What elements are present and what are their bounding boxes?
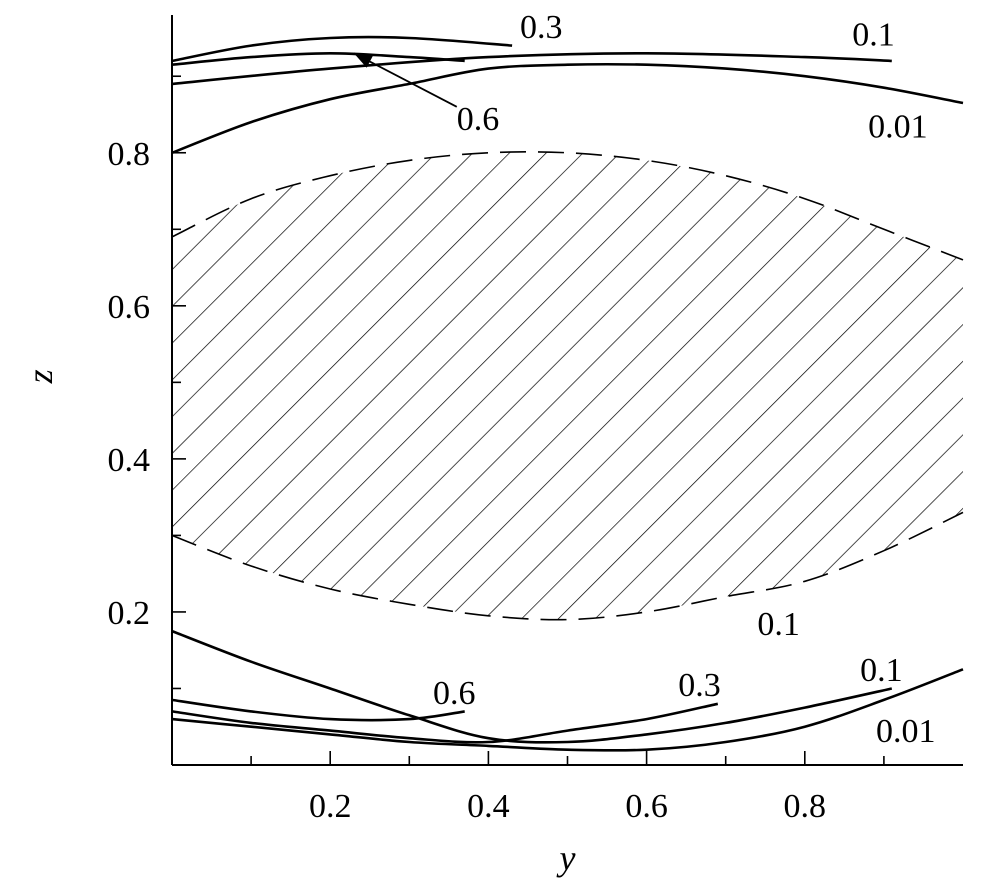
series-line-1 — [171, 51, 465, 66]
x-axis-title: y — [557, 838, 576, 878]
series-label-3: 0.01 — [868, 108, 928, 145]
label-layer: 0.1 0.3 0.6 0.1 0.01 0.6 0.3 0.1 0.01 0.2 0.4 0.6 0.… — [20, 9, 935, 878]
y-axis-title: z — [20, 369, 60, 384]
series-line-5 — [171, 702, 719, 744]
series-label-7: 0.01 — [876, 713, 936, 750]
series-label-2: 0.1 — [852, 17, 895, 54]
y-tick-label: 0.8 — [108, 136, 151, 173]
hatched-region-upper-boundary — [171, 151, 964, 261]
curve-layer — [171, 35, 964, 752]
series-line-7 — [171, 668, 964, 752]
annotation-arrow-head-0 — [353, 53, 374, 68]
series-label-0: 0.3 — [520, 9, 563, 46]
hatched-region-layer — [171, 151, 964, 621]
series-label-4: 0.6 — [433, 675, 476, 712]
series-line-2 — [171, 51, 892, 86]
annotation-arrow-line-0 — [353, 52, 458, 108]
series-line-4 — [171, 698, 465, 722]
series-line-3 — [171, 62, 964, 155]
hatched-region-fill — [172, 151, 963, 620]
x-tick-label: 0.6 — [625, 788, 668, 825]
series-line-0 — [171, 35, 513, 63]
series-label-1: 0.6 — [457, 101, 500, 138]
y-tick-label: 0.2 — [108, 595, 151, 632]
series-label-5: 0.3 — [678, 667, 721, 704]
y-tick-label: 0.4 — [108, 442, 151, 479]
x-tick-label: 0.8 — [784, 788, 827, 825]
hatched-region-lower-boundary — [171, 511, 964, 621]
axis-layer — [171, 15, 963, 766]
series-label-6: 0.1 — [860, 652, 903, 689]
series-line-6 — [171, 629, 893, 744]
hatched-region-label: 0.1 — [757, 606, 800, 643]
y-tick-label: 0.6 — [108, 289, 151, 326]
x-tick-label: 0.2 — [309, 788, 352, 825]
x-tick-label: 0.4 — [467, 788, 510, 825]
